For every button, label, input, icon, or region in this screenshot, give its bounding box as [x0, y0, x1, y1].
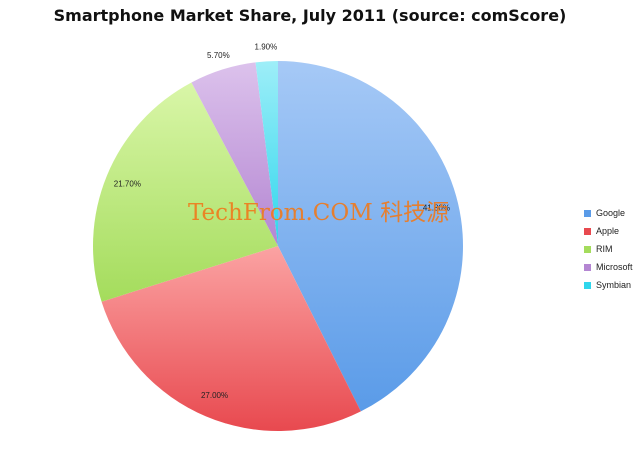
legend-swatch [584, 245, 591, 253]
data-label-microsoft: 5.70% [207, 51, 230, 60]
legend-label: Google [596, 208, 626, 218]
pie-slice-rim [93, 82, 278, 302]
legend-label: Apple [596, 226, 620, 236]
data-label-google: 41.80% [423, 204, 450, 213]
data-label-symbian: 1.90% [255, 42, 278, 51]
legend-swatch [584, 209, 591, 217]
pie-slice-symbian [255, 61, 278, 246]
pie-slice-apple [101, 246, 361, 431]
legend-item-google: Google [584, 204, 633, 222]
data-label-apple: 27.00% [201, 391, 228, 400]
legend-label: Microsoft [596, 262, 633, 272]
legend-swatch [584, 281, 591, 289]
chart-legend: Google Apple RIM Microsoft Symbian [584, 204, 633, 294]
pie-slice-microsoft [191, 62, 278, 247]
legend-item-apple: Apple [584, 222, 633, 240]
legend-swatch [584, 263, 591, 271]
legend-item-microsoft: Microsoft [584, 258, 633, 276]
legend-item-rim: RIM [584, 240, 633, 258]
chart-title: Smartphone Market Share, July 2011 (sour… [53, 6, 567, 25]
data-label-rim: 21.70% [114, 179, 141, 188]
legend-label: Symbian [596, 280, 632, 290]
pie-slice-google [278, 61, 463, 412]
legend-item-symbian: Symbian [584, 276, 633, 294]
legend-swatch [584, 227, 591, 235]
legend-label: RIM [596, 244, 613, 254]
